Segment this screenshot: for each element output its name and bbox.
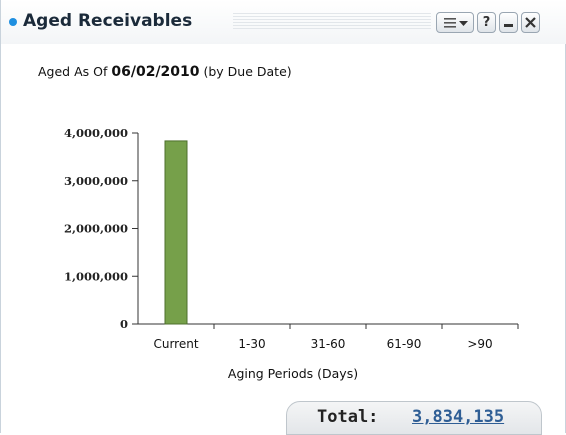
y-tick-label: 0 xyxy=(120,317,128,331)
widget-titlebar[interactable]: Aged Receivables ? xyxy=(1,0,566,44)
titlebar-grip[interactable] xyxy=(233,13,431,31)
y-tick-label: 4,000,000 xyxy=(64,126,128,140)
bullet-icon xyxy=(9,18,17,26)
aged-as-of-subtitle: Aged As Of 06/02/2010 (by Due Date) xyxy=(38,64,292,80)
x-tick-label: Current xyxy=(153,337,198,351)
widget-title: Aged Receivables xyxy=(23,11,193,31)
y-tick-label: 2,000,000 xyxy=(64,222,128,236)
options-menu-button[interactable] xyxy=(436,12,474,33)
aging-bar-chart: 0 1,000,000 2,000,000 3,000,000 4,000,000 Cur… xyxy=(64,126,519,381)
minimize-button[interactable] xyxy=(499,12,518,33)
menu-dropdown-icon xyxy=(444,18,468,28)
y-tick-label: 1,000,000 xyxy=(64,269,128,283)
subtitle-suffix: (by Due Date) xyxy=(203,64,292,79)
help-button[interactable]: ? xyxy=(477,12,496,33)
help-icon: ? xyxy=(482,15,491,30)
x-tick-label: >90 xyxy=(467,337,492,351)
as-of-date: 06/02/2010 xyxy=(111,64,200,80)
total-panel: Total: 3,834,135 xyxy=(286,401,542,435)
x-tick-label: 31-60 xyxy=(311,337,346,351)
subtitle-prefix: Aged As Of xyxy=(38,64,108,79)
close-button[interactable] xyxy=(521,12,540,33)
total-label: Total: xyxy=(317,407,379,427)
minimize-icon xyxy=(504,24,513,27)
x-tick-label: 1-30 xyxy=(238,337,265,351)
bar-current xyxy=(164,140,188,325)
x-tick-label: 61-90 xyxy=(387,337,422,351)
close-icon xyxy=(525,17,536,28)
total-value-link[interactable]: 3,834,135 xyxy=(412,407,505,427)
x-axis-label: Aging Periods (Days) xyxy=(228,366,358,381)
y-tick-label: 3,000,000 xyxy=(64,174,128,188)
